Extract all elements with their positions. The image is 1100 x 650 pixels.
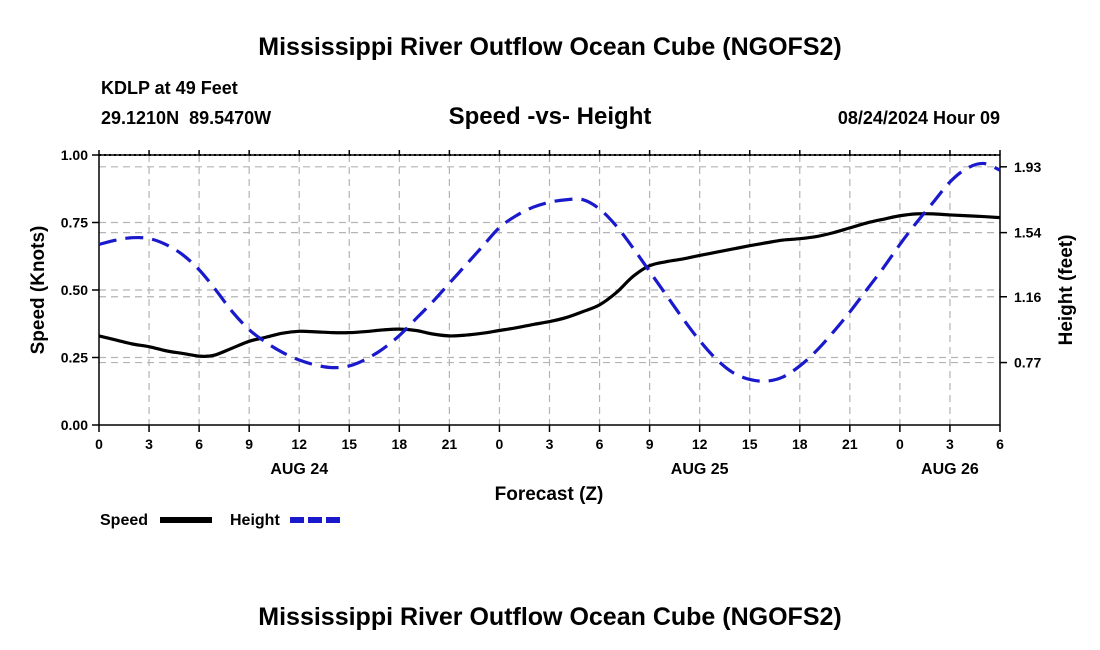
legend-speed-label: Speed <box>100 512 148 529</box>
x-tick-label: 3 <box>946 436 954 452</box>
run-time: 08/24/2024 Hour 09 <box>838 108 1000 128</box>
y2-tick-label: 1.16 <box>1014 289 1041 305</box>
footer-title: Mississippi River Outflow Ocean Cube (NG… <box>258 603 841 631</box>
y2-axis-label: Height (feet) <box>1056 235 1077 346</box>
y-axis-ticks: 0.00 0.25 0.50 0.75 1.00 <box>61 147 99 433</box>
x-tick-label: 9 <box>245 436 253 452</box>
legend-height-label: Height <box>230 512 280 529</box>
y2-axis-ticks: 0.77 1.16 1.54 1.93 <box>1000 159 1041 371</box>
x-tick-label: 9 <box>646 436 654 452</box>
date-label: AUG 25 <box>671 461 729 478</box>
station-name: KDLP at 49 Feet <box>101 78 238 98</box>
y-tick-label: 0.25 <box>61 350 88 366</box>
y-tick-label: 1.00 <box>61 147 88 163</box>
y2-tick-label: 1.54 <box>1014 225 1041 241</box>
x-tick-label: 0 <box>896 436 904 452</box>
date-label: AUG 26 <box>921 461 979 478</box>
x-tick-label: 0 <box>95 436 103 452</box>
x-tick-label: 12 <box>291 436 307 452</box>
x-tick-label: 6 <box>596 436 604 452</box>
x-axis-ticks: 0 3 6 9 12 15 18 21 0 3 6 9 12 15 18 21 0 3 6 <box>95 150 1004 452</box>
y-tick-label: 0.75 <box>61 215 88 231</box>
x-tick-label: 6 <box>996 436 1004 452</box>
main-title: Mississippi River Outflow Ocean Cube (NG… <box>258 33 841 61</box>
x-axis-date-labels: AUG 24 AUG 25 AUG 26 <box>270 461 979 478</box>
x-tick-label: 18 <box>392 436 408 452</box>
x-tick-label: 18 <box>792 436 808 452</box>
x-tick-label: 3 <box>546 436 554 452</box>
x-tick-label: 6 <box>195 436 203 452</box>
height-series-line <box>98 161 1001 383</box>
series <box>98 161 1001 383</box>
x-axis-label: Forecast (Z) <box>495 484 604 505</box>
x-tick-label: 21 <box>442 436 458 452</box>
x-tick-label: 0 <box>496 436 504 452</box>
y2-tick-label: 1.93 <box>1014 159 1041 175</box>
x-tick-label: 15 <box>341 436 357 452</box>
legend: Speed Height <box>100 512 342 529</box>
y-tick-label: 0.50 <box>61 282 88 298</box>
x-tick-label: 21 <box>842 436 858 452</box>
date-label: AUG 24 <box>270 461 328 478</box>
y2-tick-label: 0.77 <box>1014 355 1041 371</box>
y-axis-label: Speed (Knots) <box>28 226 49 355</box>
x-tick-label: 15 <box>742 436 758 452</box>
x-tick-label: 12 <box>692 436 708 452</box>
station-coords: 29.1210N 89.5470W <box>101 108 271 128</box>
speed-series-line <box>98 212 1001 359</box>
grid <box>99 155 1000 425</box>
y-tick-label: 0.00 <box>61 417 88 433</box>
chart-title: Speed -vs- Height <box>449 103 652 130</box>
x-tick-label: 3 <box>145 436 153 452</box>
